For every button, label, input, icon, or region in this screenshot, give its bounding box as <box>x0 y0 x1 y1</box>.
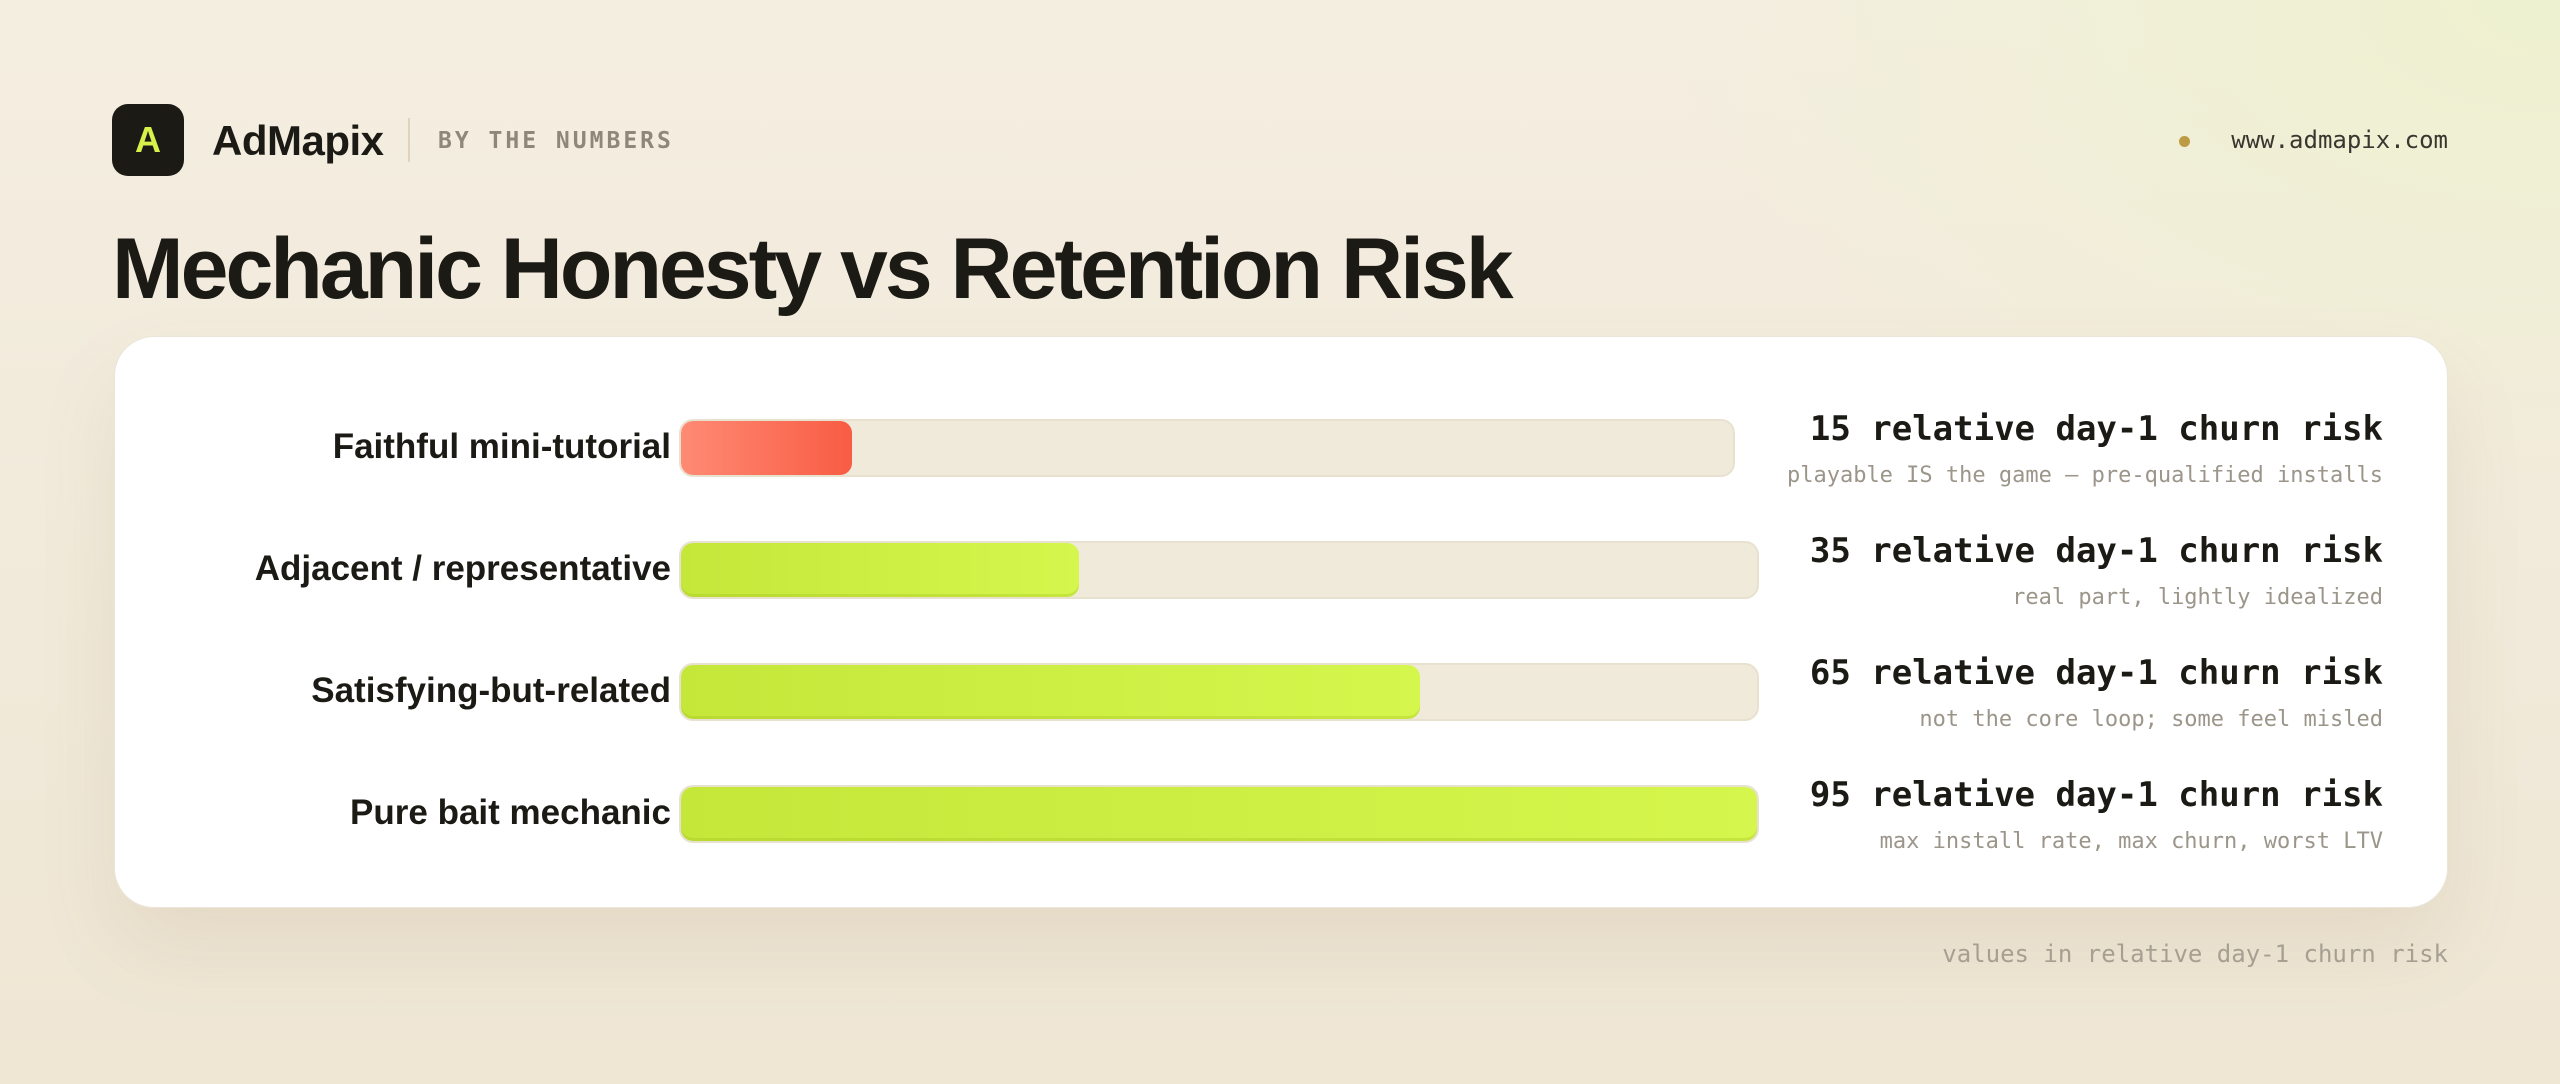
units-note: values in relative day-1 churn risk <box>1942 940 2448 968</box>
bar <box>681 543 1079 597</box>
header-divider <box>408 118 410 162</box>
category-label: Pure bait mechanic <box>350 793 671 832</box>
value-label: 65 relative day-1 churn risk <box>1809 653 2383 693</box>
value-label: 35 relative day-1 churn risk <box>1809 531 2383 571</box>
annotation-label: max install rate, max churn, worst LTV <box>1879 829 2383 854</box>
bar <box>681 665 1420 719</box>
value-label: 15 relative day-1 churn risk <box>1809 409 2383 449</box>
chart-row: Faithful mini-tutorial 15 relative day-1 … <box>115 409 2447 529</box>
brand-logo: A <box>112 104 184 176</box>
bar <box>681 421 852 475</box>
chart-card: Faithful mini-tutorial 15 relative day-1 … <box>114 336 2448 908</box>
bar <box>681 787 1757 841</box>
annotation-label: playable IS the game — pre-qualified ins… <box>1786 463 2383 488</box>
page-title: Mechanic Honesty vs Retention Risk <box>112 221 1514 317</box>
chart-row: Adjacent / representative 35 relative day… <box>115 531 2447 651</box>
value-label: 95 relative day-1 churn risk <box>1809 775 2383 815</box>
tagline: BY THE NUMBERS <box>438 128 674 154</box>
bar-track <box>679 419 1735 477</box>
chart-row: Satisfying-but-related 65 relative day-1 … <box>115 653 2447 773</box>
bar-track <box>679 663 1759 721</box>
annotation-label: real part, lightly idealized <box>2012 585 2383 610</box>
website-link[interactable]: www.admapix.com <box>2231 126 2448 154</box>
bar-track <box>679 785 1759 843</box>
category-label: Faithful mini-tutorial <box>332 427 671 466</box>
annotation-label: not the core loop; some feel misled <box>1919 707 2383 732</box>
bullet-dot-icon <box>2179 136 2190 147</box>
bar-track <box>679 541 1759 599</box>
chart-row: Pure bait mechanic 95 relative day-1 chur… <box>115 775 2447 895</box>
header: A AdMapix BY THE NUMBERS www.admapix.com <box>112 104 2448 176</box>
category-label: Adjacent / representative <box>254 549 671 588</box>
category-label: Satisfying-but-related <box>311 671 671 710</box>
logo-letter: A <box>135 119 161 160</box>
brand-name: AdMapix <box>212 117 384 164</box>
